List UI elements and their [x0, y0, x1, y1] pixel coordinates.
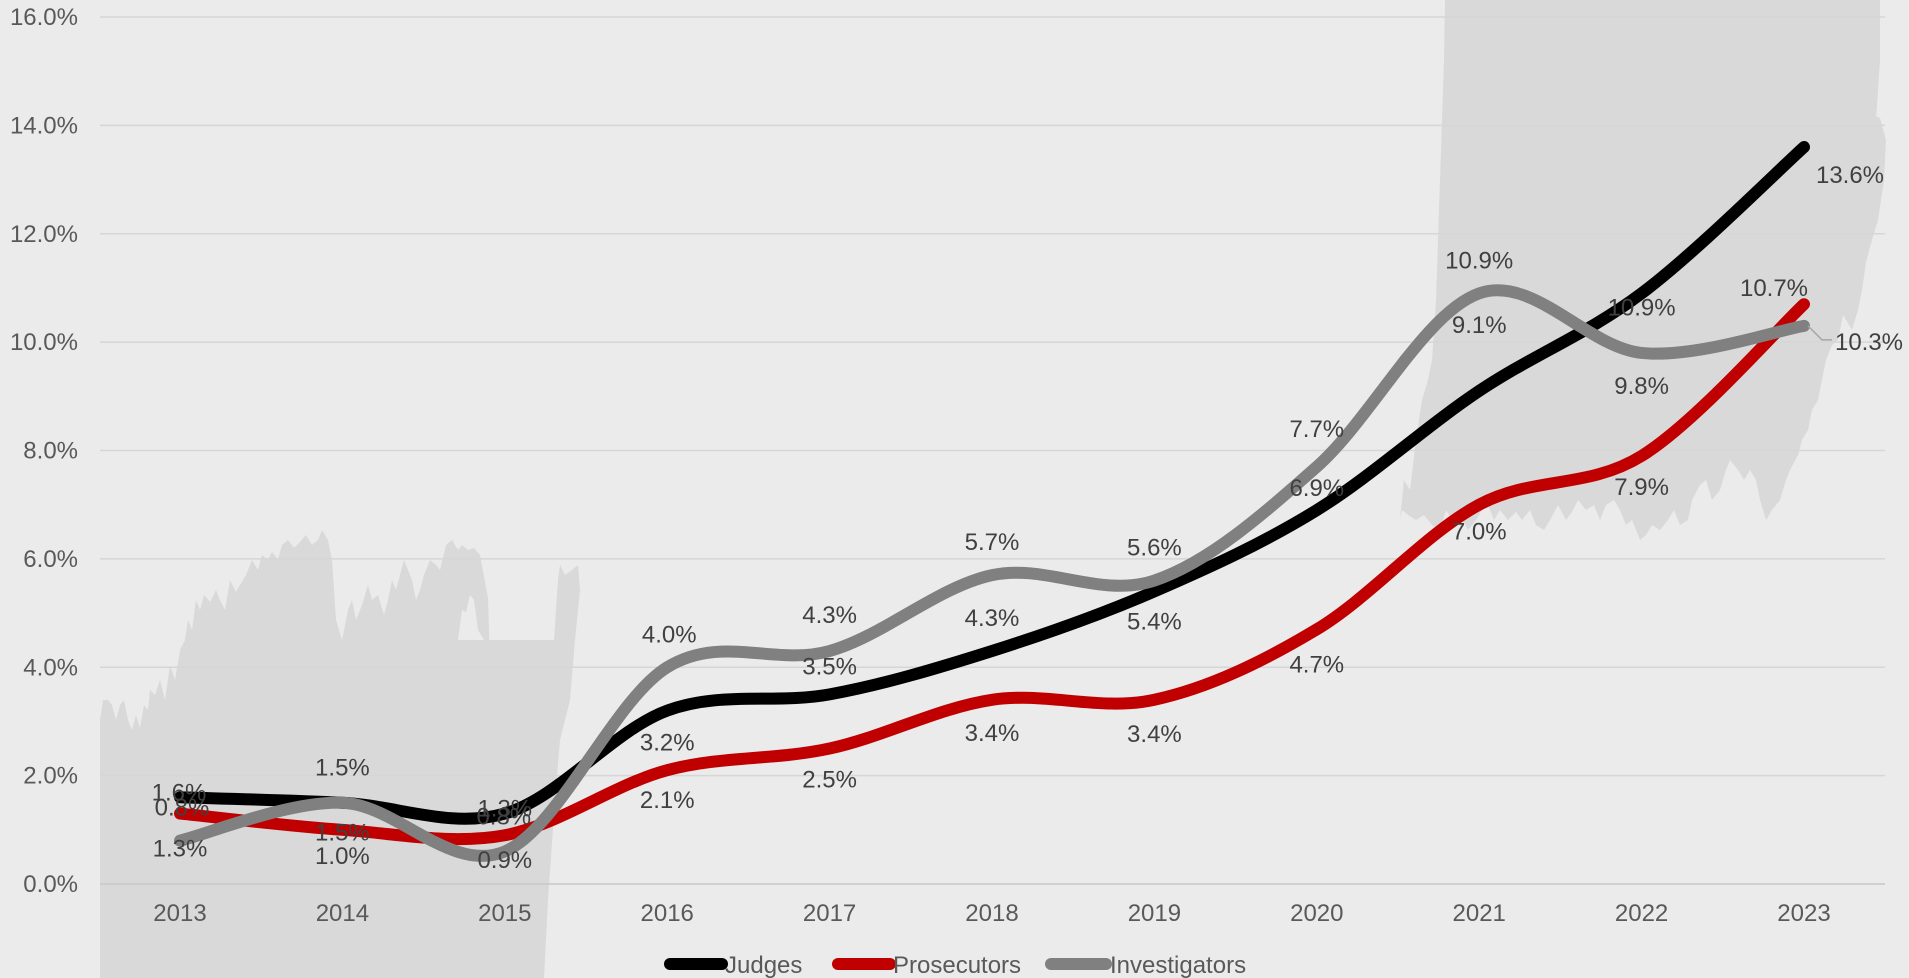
leader-line	[1807, 325, 1832, 341]
legend: Judges Prosecutors Investigators	[664, 952, 1246, 978]
background-brush-decoration	[100, 0, 1886, 978]
data-label: 2.1%	[640, 787, 695, 814]
y-tick-label: 4.0%	[23, 654, 78, 681]
legend-label-prosecutors: Prosecutors	[893, 952, 1021, 978]
data-label: 1.5%	[315, 820, 370, 847]
data-label: 7.0%	[1452, 519, 1507, 546]
data-label: 4.7%	[1289, 651, 1344, 678]
data-label: 9.1%	[1452, 312, 1507, 339]
data-label: 4.3%	[802, 602, 857, 629]
data-label: 1.5%	[315, 755, 370, 782]
data-label: 3.4%	[1127, 721, 1182, 748]
data-label: 6.9%	[1289, 475, 1344, 502]
gridlines	[100, 16, 1885, 885]
data-label: 5.4%	[1127, 608, 1182, 635]
x-tick-label: 2018	[965, 900, 1018, 927]
data-label: 2.5%	[802, 767, 857, 794]
data-label: 4.3%	[965, 605, 1020, 632]
x-tick-label: 2015	[478, 900, 531, 927]
y-tick-label: 8.0%	[23, 438, 78, 465]
x-tick-label: 2017	[803, 900, 856, 927]
legend-label-investigators: Investigators	[1110, 952, 1246, 978]
data-label: 10.9%	[1608, 294, 1676, 321]
y-tick-label: 6.0%	[23, 546, 78, 573]
x-tick-label: 2013	[153, 900, 206, 927]
series-line-judges	[174, 141, 1810, 825]
data-label: 5.7%	[965, 529, 1020, 556]
data-label: 7.9%	[1614, 474, 1669, 501]
x-tick-label: 2016	[641, 900, 694, 927]
data-label: 10.9%	[1445, 247, 1513, 274]
y-tick-label: 10.0%	[10, 329, 78, 356]
y-tick-label: 16.0%	[10, 4, 78, 31]
data-label: 3.4%	[965, 720, 1020, 747]
x-tick-label: 2022	[1615, 900, 1668, 927]
data-label: 13.6%	[1816, 162, 1884, 189]
data-label: 1.3%	[477, 796, 532, 823]
y-tick-label: 0.0%	[23, 871, 78, 898]
data-label: 1.3%	[153, 836, 208, 863]
data-label: 10.7%	[1740, 275, 1808, 302]
data-label: 3.5%	[802, 653, 857, 680]
x-tick-label: 2020	[1290, 900, 1343, 927]
y-tick-label: 14.0%	[10, 112, 78, 139]
data-labels: 1.6% 1.5% 1.3% 3.2% 3.5% 4.3% 5.4% 6.9% 9.1% 10.9…	[152, 162, 1903, 874]
x-tick-label: 2021	[1453, 900, 1506, 927]
series-lines	[174, 141, 1810, 862]
data-label: 0.9%	[477, 847, 532, 874]
data-label: 4.0%	[642, 621, 697, 648]
data-label: 0.8%	[155, 795, 210, 822]
y-axis-tick-labels: 0.0% 2.0% 4.0% 6.0% 8.0% 10.0% 12.0% 14.0% 16.0%	[10, 4, 78, 898]
x-tick-label: 2014	[316, 900, 369, 927]
data-label: 10.3%	[1835, 329, 1903, 356]
series-line-prosecutors	[174, 298, 1810, 846]
legend-label-judges: Judges	[725, 952, 802, 978]
y-tick-label: 12.0%	[10, 221, 78, 248]
x-axis-tick-labels: 2013 2014 2015 2016 2017 2018 2019 2020 2021 2022…	[153, 900, 1830, 927]
data-label: 0.8%	[476, 803, 531, 830]
data-label: 9.8%	[1614, 373, 1669, 400]
data-label: 1.0%	[315, 843, 370, 870]
x-tick-label: 2019	[1128, 900, 1181, 927]
data-label: 3.2%	[640, 730, 695, 757]
data-label: 5.6%	[1127, 535, 1182, 562]
data-label: 1.6%	[152, 779, 207, 806]
x-tick-label: 2023	[1777, 900, 1830, 927]
series-line-investigators	[174, 284, 1810, 862]
y-tick-label: 2.0%	[23, 763, 78, 790]
data-label: 7.7%	[1289, 416, 1344, 443]
